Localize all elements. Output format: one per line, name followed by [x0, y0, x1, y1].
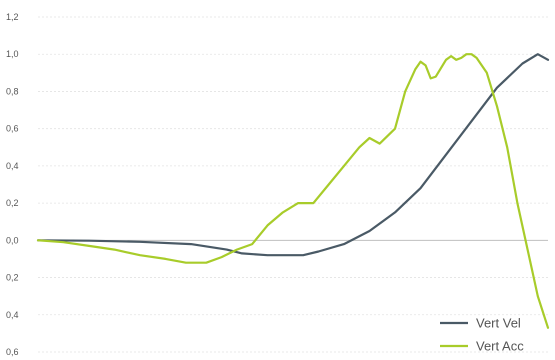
y-tick-label-0: 1,2 — [6, 12, 19, 22]
series-line-0 — [36, 53, 550, 257]
y-tick-label-7: 0,2 — [6, 273, 19, 283]
series-lines — [36, 53, 550, 329]
y-tick-label-2: 0,8 — [6, 86, 19, 96]
legend: Vert Vel Vert Acc — [440, 316, 524, 354]
y-tick-label-4: 0,4 — [6, 161, 19, 171]
y-axis-labels: 1,2 1,0 0,8 0,6 0,4 0,2 0,0 0,2 0,4 0,6 — [6, 12, 19, 357]
y-tick-label-6: 0,0 — [6, 235, 19, 245]
y-tick-label-8: 0,4 — [6, 310, 19, 320]
y-tick-label-1: 1,0 — [6, 49, 19, 59]
y-tick-label-9: 0,6 — [6, 347, 19, 357]
y-tick-label-5: 0,2 — [6, 198, 19, 208]
y-tick-label-3: 0,6 — [6, 124, 19, 134]
legend-label-0: Vert Vel — [476, 316, 521, 331]
series-line-1 — [36, 53, 550, 329]
gridlines — [38, 16, 548, 353]
legend-label-1: Vert Acc — [476, 339, 524, 354]
